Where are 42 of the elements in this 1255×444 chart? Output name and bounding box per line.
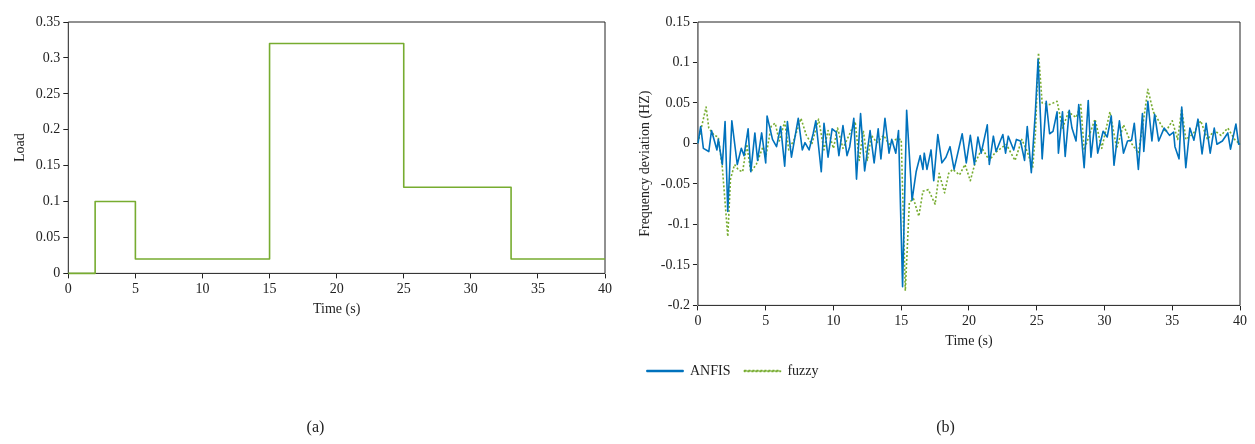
x-tick-label: 0 [694,313,702,329]
y-axis-title: Load [12,133,28,163]
x-tick-label: 10 [826,313,841,329]
x-axis-title: Time (s) [945,333,993,350]
y-tick-label: 0 [682,135,690,151]
y-tick-label: -0.15 [660,256,690,272]
x-tick-label: 10 [195,281,210,297]
x-tick-label: 30 [1097,313,1112,329]
y-tick-label: 0.15 [35,157,61,173]
y-tick-label: -0.2 [667,297,690,313]
y-tick-label: 0.1 [42,193,61,209]
y-tick-label: -0.05 [660,175,690,191]
x-tick-label: 5 [131,281,139,297]
y-tick-label: -0.1 [667,216,690,232]
y-tick-label: 0.25 [35,85,61,101]
x-tick-label: 20 [329,281,344,297]
x-tick-label: 25 [1029,313,1044,329]
x-axis-title: Time (s) [312,301,361,318]
y-tick-label: 0 [53,265,61,281]
text: (b) [935,418,956,436]
legend-label: ANFIS [690,362,731,378]
x-tick-label: 35 [530,281,545,297]
x-tick-label: 40 [598,281,612,297]
x-tick-label: 20 [961,313,976,329]
y-tick-label: 0.1 [672,54,690,70]
x-tick-label: 0 [64,281,72,297]
x-tick-label: 15 [262,281,277,297]
text: (a) [305,418,326,436]
x-tick-label: 35 [1165,313,1180,329]
x-tick-label: 5 [762,313,770,329]
y-tick-label: 0.3 [42,49,61,65]
x-tick-label: 40 [1233,313,1247,329]
y-tick-label: 0.05 [35,229,61,245]
x-tick-label: 25 [396,281,411,297]
y-tick-label: 0.35 [35,13,61,29]
y-tick-label: 0.05 [665,94,690,110]
y-tick-label: 0.15 [665,13,690,29]
legend-label: fuzzy [787,362,819,378]
x-tick-label: 30 [463,281,478,297]
x-tick-label: 15 [894,313,909,329]
y-axis-title: Frequency deviation (HZ) [637,90,654,237]
y-tick-label: 0.2 [42,121,61,137]
